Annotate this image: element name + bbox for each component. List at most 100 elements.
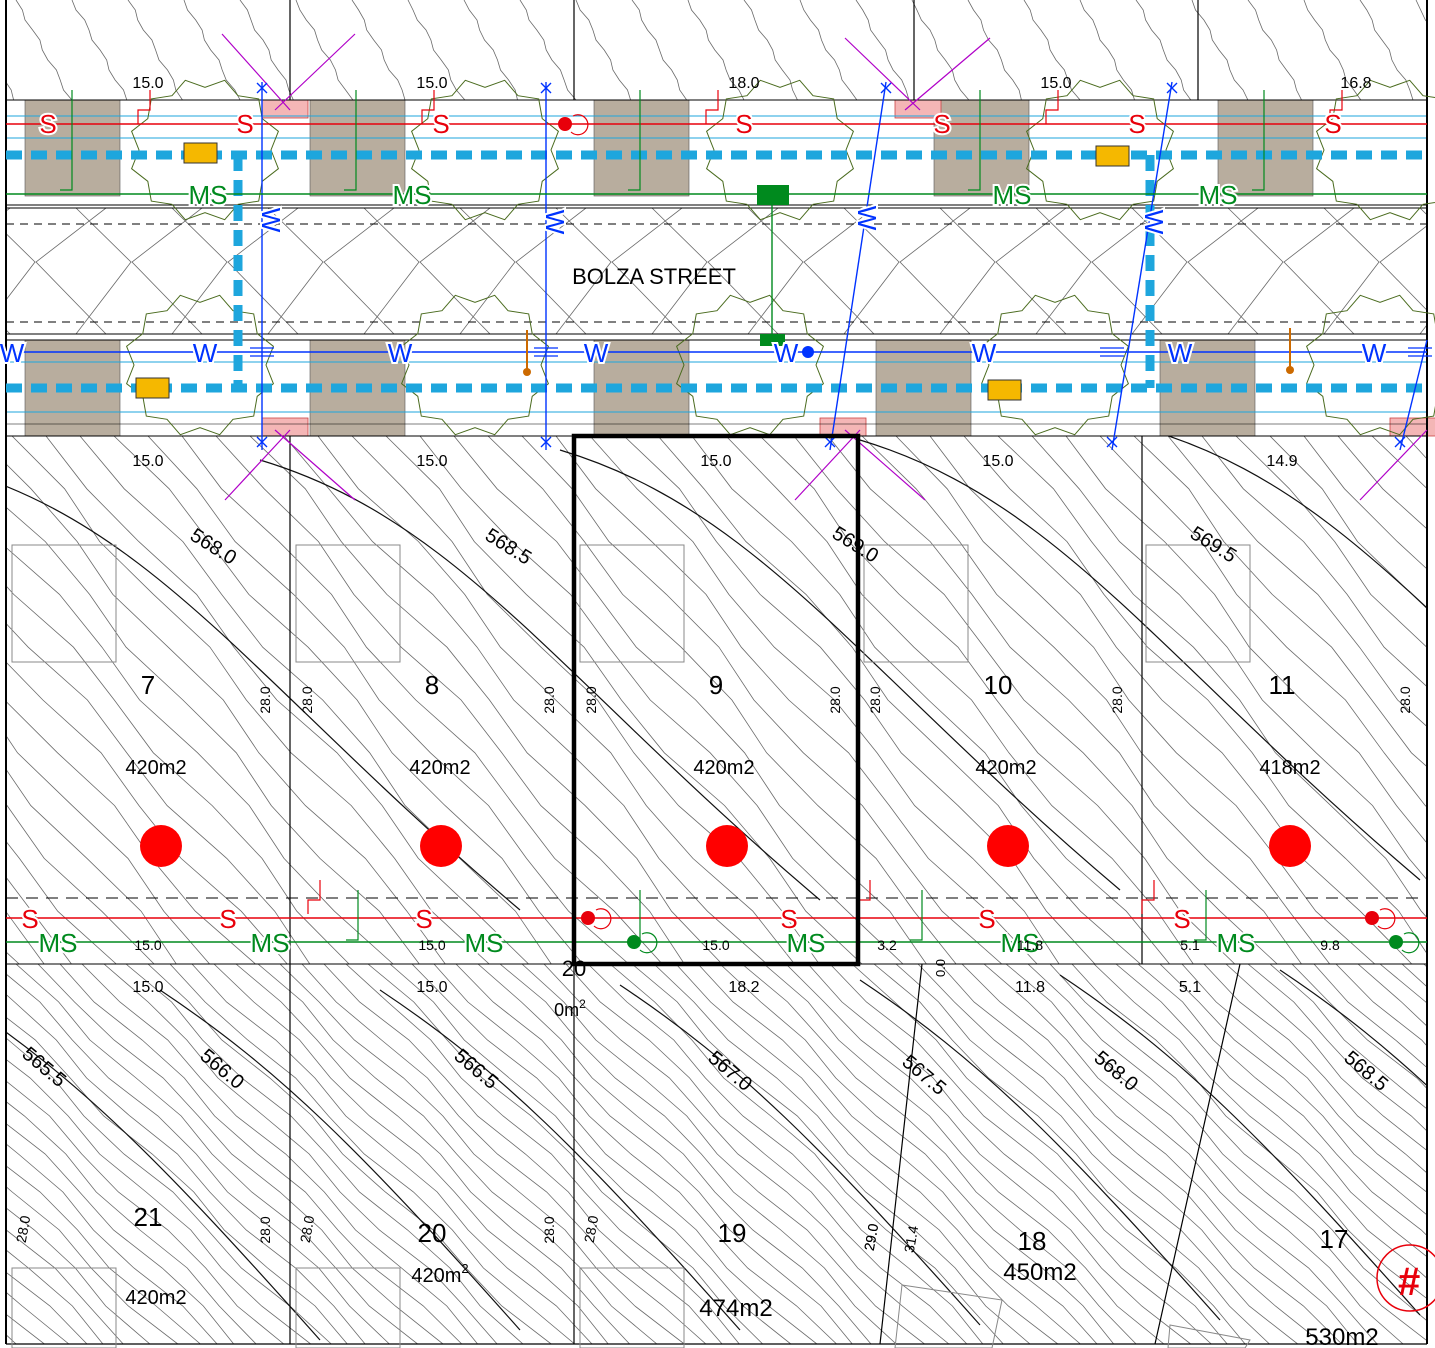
tree-canopy [705,79,855,221]
contour-label: 566.5 [450,1045,502,1094]
sewer-label: S [1324,109,1341,139]
sewer-label: S [933,109,950,139]
small-dim: 0.0 [933,959,948,977]
water-label: W [1139,210,1169,235]
lot-area: 420m2 [125,757,186,779]
lot-depth: 28.0 [1109,686,1125,713]
rear-dim: 11.8 [1017,937,1043,953]
sewer-label: S [236,109,253,139]
contour-label: 567.0 [704,1047,756,1096]
lot-depth: 28.0 [541,1216,557,1243]
front-dim: 15.0 [416,979,447,996]
lot-number: 7 [141,670,155,700]
selected-lot-outline[interactable] [571,433,861,967]
stormwater-pit [757,185,789,205]
stormwater-label: MS [1217,928,1256,958]
lot-depth: 28.0 [541,686,557,713]
rear-dim: 9.8 [1320,937,1340,953]
lot-depth: 28.0 [581,1214,602,1244]
lot-depth: 28.0 [1397,686,1413,713]
lot-number: 17 [1320,1224,1349,1254]
lot-area: 418m2 [1259,757,1320,779]
revision-marker-symbol: # [1398,1260,1420,1304]
lot-number: 10 [984,670,1013,700]
lot-depth: 28.0 [299,686,315,713]
stormwater-lines [6,193,1427,943]
lot-depth: 28.0 [257,1216,273,1243]
driveway [309,99,406,197]
service-pit [1095,145,1130,167]
lot-depth: 29.0 [861,1222,882,1252]
lot-marker[interactable] [706,825,748,867]
frontage-dim: 15.0 [982,453,1013,470]
sewer-label: S [735,109,752,139]
hydrant-head [523,368,531,376]
lot-marker[interactable] [140,825,182,867]
contour-label: 568.5 [1340,1047,1392,1096]
lot-number: 9 [709,670,723,700]
tree-canopy [130,79,280,221]
lot-number: 20 [418,1218,447,1248]
rear-dim: 15.0 [134,937,161,953]
tree-canopy [1025,79,1175,221]
lot-marker[interactable] [1269,825,1311,867]
water-label: W [193,338,218,368]
lot-marker[interactable] [420,825,462,867]
sewer-label: S [780,904,797,934]
hydrant-head [1286,366,1294,374]
contour-label: 568.5 [481,524,535,569]
tree-canopy [400,294,550,436]
stormwater-pit [760,334,785,346]
sewer-label: S [1173,904,1190,934]
sewer-label: S [978,904,995,934]
street-trees [125,79,1435,436]
lot-area: 450m2 [1003,1259,1076,1286]
tree-canopy [410,79,560,221]
sewer-label: S [415,904,432,934]
contour-label: 568.0 [1090,1047,1142,1096]
frontage-dim: 15.0 [132,453,163,470]
contour-label: 567.5 [898,1051,950,1100]
crossover-marker [261,417,309,437]
front-dim: 11.8 [1015,979,1045,996]
tree-canopy [1305,294,1435,436]
verge-lines [6,99,1427,965]
service-pit [183,142,218,164]
lot-depth: 28.0 [827,686,843,713]
water-label: W [256,208,286,233]
contour-label: 565.5 [18,1043,70,1092]
lot-number: 21 [134,1202,163,1232]
purple-splays [221,33,1428,501]
sewer-connection [558,117,572,131]
lot-area: 420m2 [411,1261,468,1287]
tree-canopy [125,294,275,436]
front-dim: 18.2 [728,979,759,996]
frontage-dim: 14.9 [1266,453,1297,470]
lot-marker[interactable] [987,825,1029,867]
lot-depth: 28.0 [13,1214,34,1244]
water-label: W [540,210,570,235]
contour-label: 569.5 [1186,522,1240,567]
lot-number: 19 [718,1218,747,1248]
lot-area-sup: 2 [461,1261,468,1276]
service-symbols [60,82,1432,954]
water-label: W [0,338,25,368]
water-connection [802,346,814,358]
lot-area: 474m2 [699,1295,772,1322]
lot-depth: 28.0 [583,686,599,713]
building-envelopes [11,544,1251,1348]
contour-label: 566.0 [196,1045,248,1094]
stormwater-connection [627,935,641,949]
tree-canopy [980,294,1130,436]
water-label: W [774,338,799,368]
lot-number: 18 [1018,1226,1047,1256]
lot-depth: 28.0 [867,686,883,713]
sewer-label: S [21,904,38,934]
lot-area: 420m2 [409,757,470,779]
contour-label: 568.0 [186,524,240,569]
rear-dim: 15.0 [418,937,445,953]
frontage-dim: 15.0 [700,453,731,470]
lot-depth: 31.4 [901,1224,922,1254]
rear-dim: 5.1 [1180,937,1200,953]
